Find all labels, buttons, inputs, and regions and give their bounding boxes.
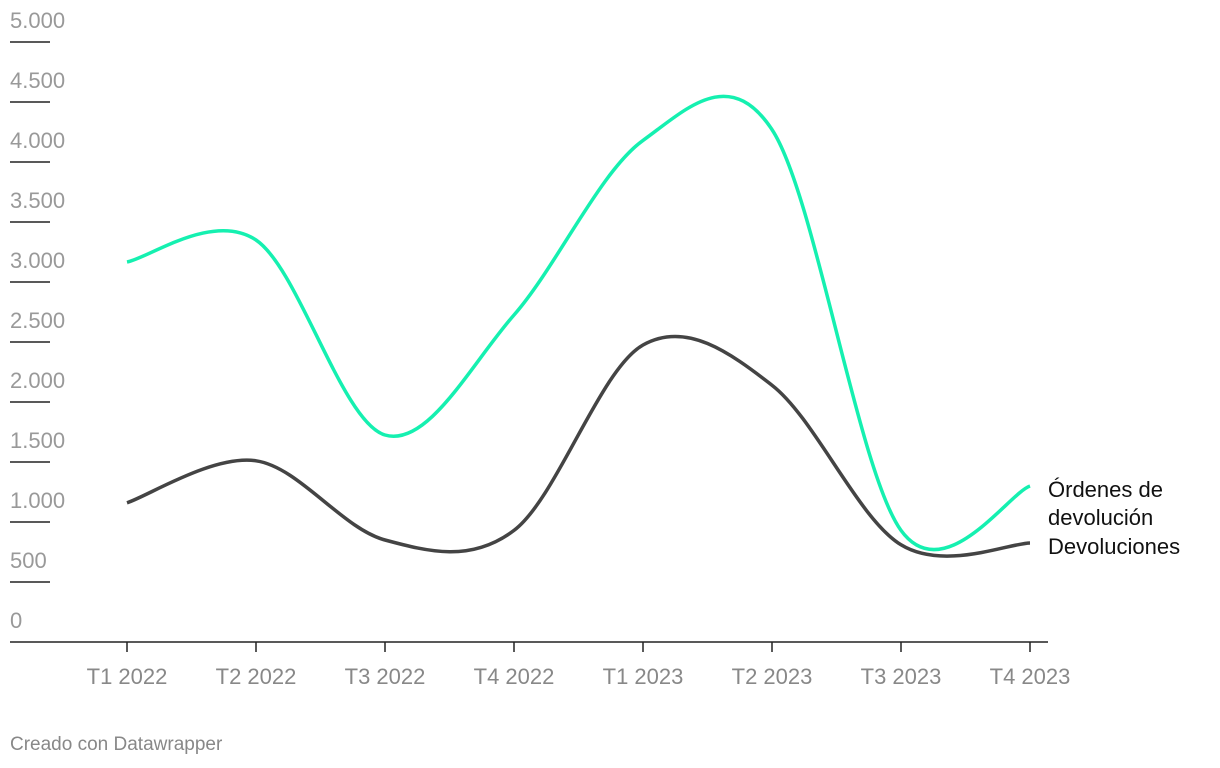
y-tick-label: 1.000	[10, 488, 65, 513]
x-tick-label: T4 2023	[990, 664, 1071, 689]
y-tick-label: 2.000	[10, 368, 65, 393]
x-tick-label: T1 2022	[87, 664, 168, 689]
footer: Creado con Datawrapper	[10, 734, 223, 755]
x-tick-label: T1 2023	[603, 664, 684, 689]
y-tick-label: 4.000	[10, 128, 65, 153]
y-tick-label: 0	[10, 608, 22, 633]
x-tick-label: T2 2023	[732, 664, 813, 689]
x-tick-label: T2 2022	[216, 664, 297, 689]
y-tick-label: 4.500	[10, 68, 65, 93]
x-tick-label: T4 2022	[474, 664, 555, 689]
x-tick-label: T3 2023	[861, 664, 942, 689]
series-line	[126, 94, 1031, 552]
y-tick-label: 3.000	[10, 248, 65, 273]
y-tick-label: 2.500	[10, 308, 65, 333]
y-tick-label: 3.500	[10, 188, 65, 213]
y-tick-label: 1.500	[10, 428, 65, 453]
series-label: Devoluciones	[1048, 534, 1181, 559]
y-tick-label: 500	[10, 548, 47, 573]
series-line	[126, 334, 1031, 558]
series-label: Órdenes de devolución	[1048, 477, 1163, 530]
y-tick-label: 5.000	[10, 8, 65, 33]
x-tick-label: T3 2022	[345, 664, 426, 689]
